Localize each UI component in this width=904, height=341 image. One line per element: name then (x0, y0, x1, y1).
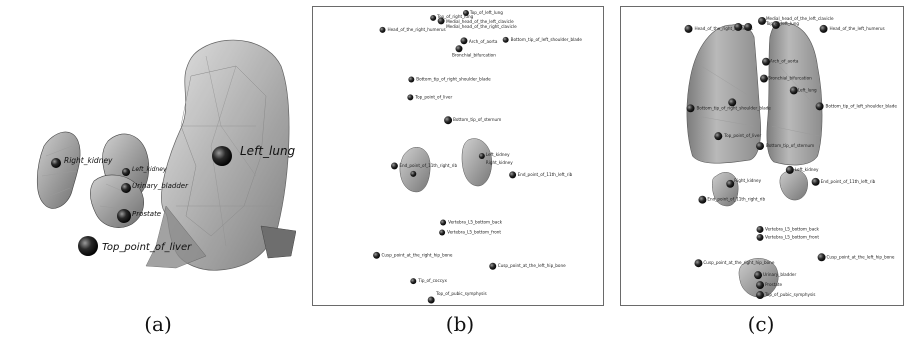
label-prostate: Prostate (132, 210, 161, 218)
label-shoulder-blade-left: Bottom_tip_of_left_shoulder_blade (826, 103, 898, 108)
label-vertebra-l5-front: Vertebra_L5_bottom_front (447, 229, 501, 234)
label-top-point-liver: Top_point_of_liver (414, 94, 452, 99)
label-end-point-11th-left-rib: End_point_of_11th_left_rib (518, 172, 573, 177)
caption-a: (a) (144, 312, 172, 336)
label-end-point-11th-right-rib: End_point_of_11th_right_rib (707, 197, 765, 202)
right-kidney-mesh (36, 131, 81, 209)
landmark-markers (373, 10, 517, 304)
label-cusp-right-hip-bone: Cusp_point_at_the_right_hip_bone (703, 260, 774, 265)
label-medial-clavicle-left: Medial_head_of_the_left_clavicle (446, 19, 514, 24)
panel-c-canvas: Head_of_the_right_humerus Medial_head_of… (684, 16, 898, 299)
label-left-kidney: Left_kidney (795, 167, 819, 172)
label-top-pubic-symphysis: Top_of_pubic_symphysis (764, 292, 816, 297)
label-vertebra-l5-back: Vertebra_L5_bottom_back (448, 220, 503, 225)
label-right-kidney: Right_kidney (486, 160, 513, 165)
caption-b: (b) (445, 312, 475, 336)
right-lung-mesh (686, 24, 761, 164)
label-top-point-liver: Top_point_of_liver (723, 133, 761, 138)
label-top-point-of-liver: Top_point_of_liver (102, 242, 192, 253)
panel-b-canvas: Top_of_left_lung Top_of_right_lung Media… (373, 10, 583, 304)
left-kidney-mesh (461, 138, 493, 187)
label-head-right-humerus: Head_of_the_right_humerus (387, 27, 445, 32)
label-top-pubic-symphysis: Top_of_pubic_symphysis (435, 291, 487, 296)
label-top-right-lung: Top_of_right_lung (436, 14, 473, 19)
panel-c-full-render: Head_of_the_right_humerus Medial_head_of… (620, 6, 904, 306)
label-bottom-tip-sternum: Bottom_tip_of_sternum (766, 143, 814, 148)
right-kidney-landmark (51, 158, 61, 168)
label-left-kidney: Left_kidney (132, 166, 167, 173)
prostate-landmark (117, 209, 131, 223)
label-head-left-humerus: Head_of_the_left_humerus (830, 26, 885, 31)
label-medial-clavicle-right: Medial_head_of_the_right_clavicle (446, 24, 517, 29)
label-shoulder-blade-right: Bottom_tip_of_right_shoulder_blade (416, 77, 491, 82)
label-top-left-lung: Top_of_left_lung (765, 21, 799, 26)
label-arch-aorta: Arch_of_aorta (770, 59, 799, 64)
landmark-markers (684, 16, 828, 299)
label-left-lung: Left_lung (240, 144, 296, 158)
caption-c: (c) (747, 312, 775, 336)
panel-a-canvas: Left_lung Right_kidney Left_kidney Urina… (36, 39, 296, 271)
label-cusp-left-hip-bone: Cusp_point_at_the_left_hip_bone (498, 263, 566, 268)
bladder-landmark (121, 183, 131, 193)
label-end-point-11th-left-rib: End_point_of_11th_left_rib (821, 179, 876, 184)
label-prostate: Prostate (765, 282, 783, 287)
panel-a-organ-render: Left_lung Right_kidney Left_kidney Urina… (6, 6, 296, 306)
label-urinary-bladder: Urinary_bladder (763, 272, 797, 277)
label-top-left-lung: Top_of_left_lung (469, 10, 503, 15)
label-right-kidney: Right_kidney (64, 156, 113, 165)
label-end-point-11th-right-rib: End_point_of_11th_right_rib (399, 163, 457, 168)
label-head-right-humerus: Head_of_the_right_humerus (694, 26, 752, 31)
label-left-kidney: Left_kidney (486, 152, 510, 157)
label-left-lung: Left_lung (798, 87, 817, 92)
right-kidney-mesh (399, 147, 431, 193)
label-vertebra-l5-back: Vertebra_L5_bottom_back (765, 226, 820, 231)
label-cusp-left-hip-bone: Cusp_point_at_the_left_hip_bone (827, 254, 895, 259)
label-tip-of-coccyx: Tip_of_coccyx (417, 278, 447, 283)
label-cusp-right-hip-bone: Cusp_point_at_the_right_hip_bone (382, 252, 453, 257)
left-kidney-landmark (122, 168, 130, 176)
liver-landmark (78, 236, 98, 256)
label-shoulder-blade-right: Bottom_tip_of_right_shoulder_blade (696, 105, 771, 110)
panel-b-landmark-render: Top_of_left_lung Top_of_right_lung Media… (312, 6, 604, 306)
left-kidney-mesh (779, 169, 808, 201)
label-right-kidney: Right_kidney (734, 178, 761, 183)
left-lung-landmark (212, 146, 232, 166)
label-medial-clavicle-left: Medial_head_of_the_left_clavicle (766, 16, 834, 21)
label-vertebra-l5-front: Vertebra_L5_bottom_front (765, 234, 819, 239)
label-bottom-tip-sternum: Bottom_tip_of_sternum (453, 117, 501, 122)
label-urinary-bladder: Urinary_bladder (132, 182, 189, 190)
label-bronchial-bifurcation: Bronchial_bifurcation (452, 53, 496, 58)
label-arch-aorta: Arch_of_aorta (469, 39, 498, 44)
label-bronchial-bifurcation: Bronchial_bifurcation (768, 76, 812, 81)
label-shoulder-blade-left: Bottom_tip_of_left_shoulder_blade (511, 37, 583, 42)
